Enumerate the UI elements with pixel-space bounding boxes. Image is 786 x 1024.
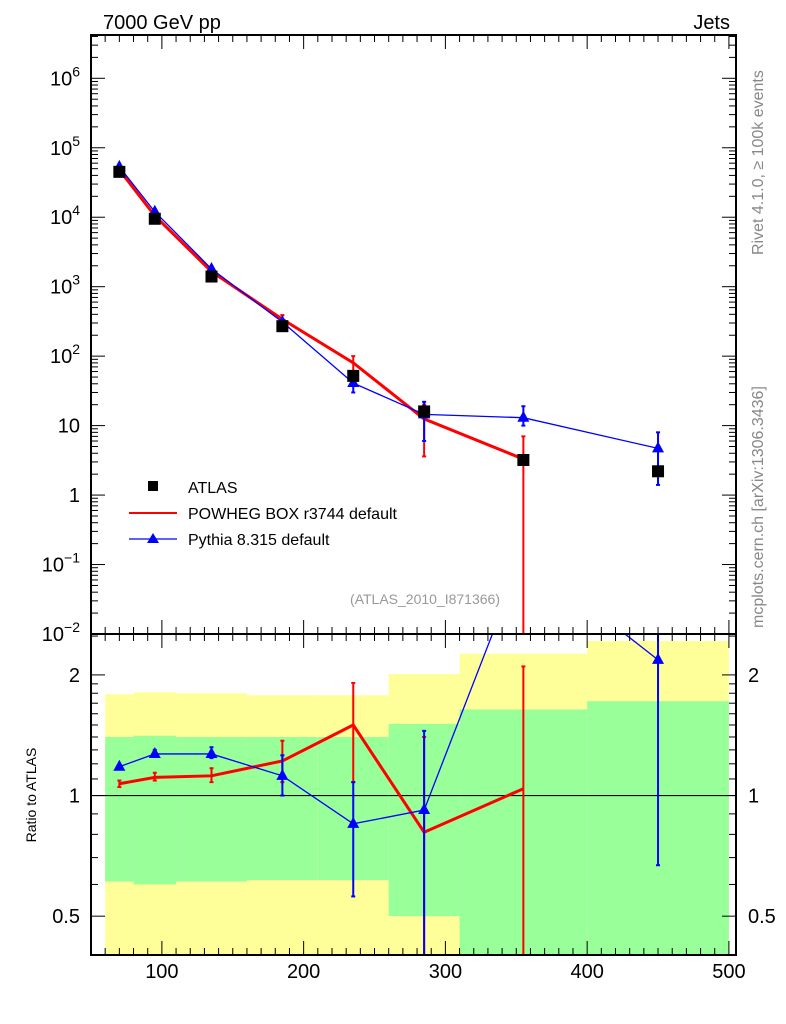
main-atlas-point xyxy=(652,465,665,478)
legend-pythia-marker xyxy=(147,533,159,543)
tick-exponent: 4 xyxy=(72,202,80,218)
main-atlas-point xyxy=(347,369,360,382)
main-ytick-label: 103 xyxy=(50,272,80,299)
main-ytick-label: 10−1 xyxy=(42,550,80,577)
xtick-label: 100 xyxy=(145,961,178,983)
ratio-ytick-label-right: 0.5 xyxy=(748,906,776,928)
tick-base: 10 xyxy=(50,68,72,90)
ratio-bands xyxy=(91,641,736,955)
main-atlas-point xyxy=(205,270,218,283)
ratio-pythia-point xyxy=(205,746,218,758)
tick-exponent: 6 xyxy=(72,63,80,79)
ratio-ytick-label-right: 2 xyxy=(748,665,759,687)
main-pythia-point xyxy=(205,261,218,273)
green-band xyxy=(105,736,134,882)
legend-atlas-label: ATLAS xyxy=(188,480,238,497)
main-atlas-point xyxy=(517,453,530,466)
ratio-ytick-label-left: 0.5 xyxy=(52,906,80,928)
green-band xyxy=(133,735,177,885)
main-ytick-label: 105 xyxy=(50,133,80,160)
ratio-pythia-point xyxy=(276,768,289,780)
main-ytick-label: 10 xyxy=(58,416,80,438)
tick-base: 10 xyxy=(50,138,72,160)
legend-pythia-label: Pythia 8.315 default xyxy=(188,532,330,549)
xtick-label: 500 xyxy=(712,961,745,983)
rivet-label: Rivet 4.1.0, ≥ 100k events xyxy=(750,70,767,255)
tick-exponent: −2 xyxy=(64,619,80,635)
tick-base: 10 xyxy=(58,416,80,438)
main-ytick-label: 106 xyxy=(50,63,80,90)
chart-marks xyxy=(113,159,665,955)
ratio-pythia-line xyxy=(119,634,659,825)
xtick-label: 300 xyxy=(429,961,462,983)
tick-base: 1 xyxy=(69,485,80,507)
tick-base: 10 xyxy=(42,555,64,577)
main-pythia-point xyxy=(652,441,665,453)
ratio-ytick-label-left: 2 xyxy=(69,665,80,687)
ratio-pythia-point xyxy=(418,803,431,815)
legend: ATLAS POWHEG BOX r3744 default Pythia 8.… xyxy=(129,480,398,549)
xtick-label: 400 xyxy=(570,961,603,983)
main-pythia-point xyxy=(517,410,530,422)
ratio-ytick-label-right: 1 xyxy=(748,786,759,808)
xtick-label: 200 xyxy=(287,961,320,983)
tick-base: 10 xyxy=(50,207,72,229)
tick-base: 10 xyxy=(42,624,64,646)
main-pythia-line xyxy=(118,166,659,450)
tick-base: 10 xyxy=(50,277,72,299)
tick-exponent: −1 xyxy=(64,550,80,566)
ratio-ylabel: Ratio to ATLAS xyxy=(23,748,39,843)
main-atlas-point xyxy=(113,165,126,178)
tick-exponent: 3 xyxy=(72,272,80,288)
mcplots-label: mcplots.cern.ch [arXiv:1306.3436] xyxy=(750,386,767,628)
main-ytick-label: 1 xyxy=(69,485,80,507)
ratio-pythia-point xyxy=(113,759,126,771)
ratio-pythia-point xyxy=(148,746,161,758)
header-left: 7000 GeV pp xyxy=(103,12,221,34)
ratio-frame xyxy=(90,633,737,956)
main-ytick-label: 102 xyxy=(50,341,80,368)
analysis-id: (ATLAS_2010_I871366) xyxy=(350,591,500,607)
main-atlas-point xyxy=(148,212,161,225)
ratio-pythia-point xyxy=(347,816,360,828)
tick-base: 10 xyxy=(50,346,72,368)
main-ytick-label: 10−2 xyxy=(42,619,80,646)
header-right: Jets xyxy=(693,12,730,34)
main-ytick-label: 104 xyxy=(50,202,80,229)
tick-exponent: 2 xyxy=(72,341,80,357)
legend-atlas-marker xyxy=(148,481,158,491)
legend-powheg-label: POWHEG BOX r3744 default xyxy=(188,506,398,523)
main-atlas-point xyxy=(418,405,431,418)
main-atlas-point xyxy=(276,320,289,333)
ratio-pythia-point xyxy=(652,652,665,664)
ratio-ytick-label-left: 1 xyxy=(69,786,80,808)
tick-exponent: 5 xyxy=(72,133,80,149)
